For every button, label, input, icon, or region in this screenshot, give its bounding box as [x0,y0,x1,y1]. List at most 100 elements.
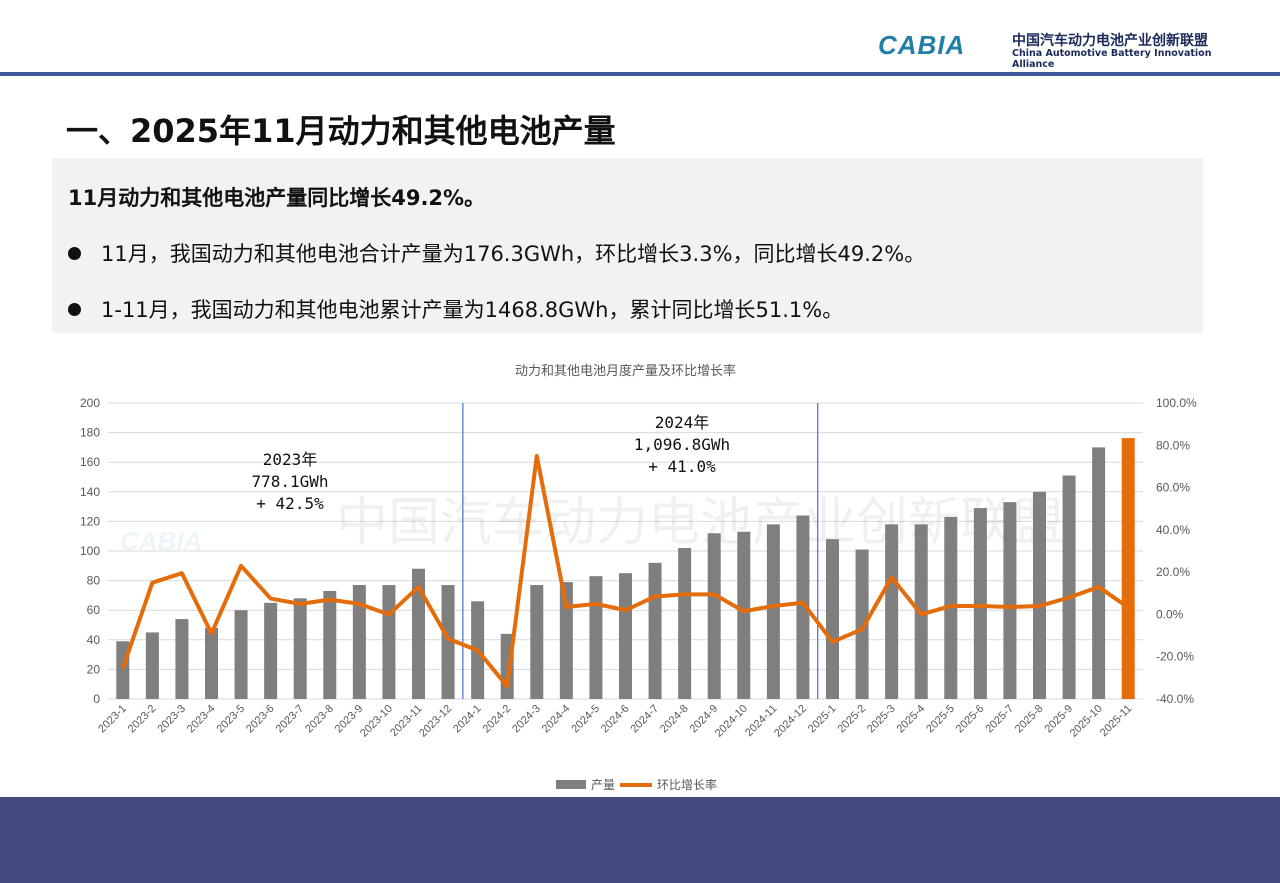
y-right-tick: -20.0% [1156,650,1194,664]
y-left-tick: 20 [87,662,101,676]
line-point [358,603,360,605]
y-right-tick: -40.0% [1156,692,1194,706]
org-name-en: China Automotive Battery Innovation Alli… [1012,48,1212,70]
org-name-cn: 中国汽车动力电池产业创新联盟 [1012,33,1208,49]
cabia-logo: CABIA 中国汽车动力电池产业创新联盟 China Automotive Ba… [878,24,1218,70]
bar [264,602,278,699]
line-point [418,586,419,588]
bar [619,573,632,699]
bar [1121,438,1135,699]
bar [175,619,189,699]
x-tick: 2024-12 [772,703,809,740]
y-left-tick: 80 [87,574,101,588]
y-left-tick: 0 [93,692,100,706]
summary-box: 11月动力和其他电池产量同比增长49.2%。 11月，我国动力和其他电池合计产量… [52,158,1203,333]
bar [766,524,780,699]
y-left-tick: 100 [80,544,100,558]
x-tick: 2023-3 [155,703,188,736]
y-right-tick: 40.0% [1156,523,1190,537]
x-tick: 2025-3 [865,703,898,736]
bullet-text: 1-11月，我国动力和其他电池累计产量为1468.8GWh，累计同比增长51.1… [101,298,844,322]
year-annotation: + 41.0% [648,457,716,476]
x-tick: 2023-10 [358,703,395,740]
bar [1092,447,1106,699]
header-divider [0,72,1280,76]
y-left-tick: 160 [80,455,100,469]
line-point [802,602,804,604]
line-point [1127,606,1129,608]
line-point [743,610,745,612]
y-right-tick: 100.0% [1156,396,1197,410]
bar [530,585,544,699]
line-point [595,603,597,605]
line-point [950,605,952,607]
line-point [122,667,124,669]
bar [441,585,455,699]
x-tick: 2025-10 [1068,703,1105,740]
bar [1062,475,1076,699]
y-left-tick: 200 [80,396,100,410]
x-tick: 2023-1 [96,703,129,736]
page-title: 一、2025年11月动力和其他电池产量 [66,112,616,150]
bar [885,524,899,699]
line-point [625,609,626,611]
bullet-item: 1-11月，我国动力和其他电池累计产量为1468.8GWh，累计同比增长51.1… [68,294,843,324]
x-tick: 2023-12 [417,703,454,740]
summary-headline: 11月动力和其他电池产量同比增长49.2%。 [68,186,486,210]
line-point [1098,586,1100,588]
line-point [151,582,153,584]
bullet-icon [68,303,81,316]
bullet-icon [68,247,81,260]
x-tick: 2025-1 [806,703,839,736]
bar [1003,502,1017,699]
bar [648,562,662,699]
footer-band [0,797,1280,883]
line-point [240,565,242,567]
x-tick: 2024-6 [599,703,632,736]
bar [559,582,573,699]
bar [1033,491,1046,699]
line-point [861,628,863,630]
x-tick: 2025-8 [1013,703,1046,736]
line-point [536,455,538,457]
x-tick: 2025-5 [924,703,957,736]
x-tick: 2024-1 [451,703,484,736]
bar [382,585,396,699]
bar [737,531,751,699]
line-point [270,598,272,600]
x-tick: 2024-10 [713,703,750,740]
line-point [654,595,656,597]
logo-mark: CABIA [878,30,966,60]
x-tick: 2024-7 [628,703,661,736]
x-tick: 2025-11 [1098,703,1134,739]
x-tick: 2024-3 [510,703,543,736]
bar [973,508,987,699]
line-point [684,593,686,595]
bar [678,548,692,699]
line-point [1068,597,1070,599]
x-tick: 2023-4 [185,703,218,736]
bar [796,515,810,699]
year-annotation: 1,096.8GWh [634,435,730,454]
line-point [891,576,893,578]
bullet-item: 11月，我国动力和其他电池合计产量为176.3GWh，环比增长3.3%，同比增长… [68,238,925,268]
line-point [565,606,567,608]
x-tick: 2025-7 [983,703,1016,736]
line-point [832,641,833,643]
x-tick: 2024-5 [569,703,602,736]
y-left-tick: 140 [80,485,100,499]
y-right-tick: 80.0% [1156,438,1190,452]
y-left-tick: 120 [80,514,100,528]
bar [293,598,307,699]
y-right-tick: 0.0% [1156,607,1184,621]
line-point [1009,606,1011,608]
x-tick: 2025-4 [895,703,928,736]
chart-title: 动力和其他电池月度产量及环比增长率 [515,363,736,378]
x-tick: 2024-4 [540,703,573,736]
bar [855,549,869,699]
x-tick: 2023-7 [274,703,307,736]
x-tick: 2025-2 [835,703,868,736]
watermark-logo: CABIA [120,526,202,556]
bullet-text: 11月，我国动力和其他电池合计产量为176.3GWh，环比增长3.3%，同比增长… [101,242,926,266]
